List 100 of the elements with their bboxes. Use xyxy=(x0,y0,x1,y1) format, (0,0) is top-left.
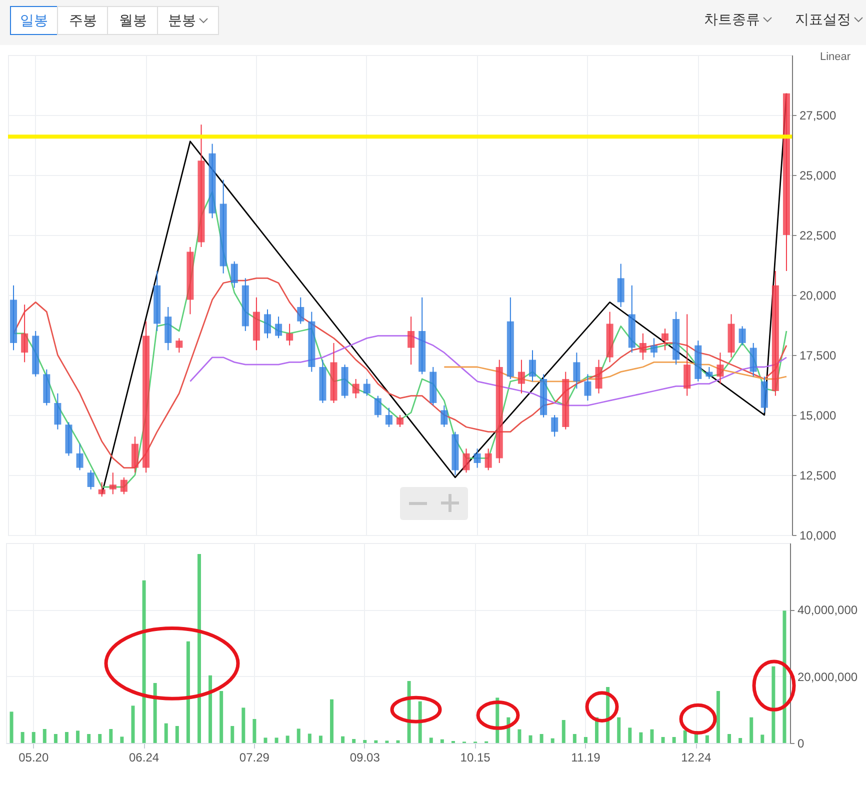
y-tick-label: 20,000,000 xyxy=(798,670,858,684)
x-tick-label: 11.19 xyxy=(571,750,601,764)
text: Linear xyxy=(820,51,851,63)
bar xyxy=(64,732,68,743)
bar xyxy=(242,708,246,743)
candlestick xyxy=(98,482,106,498)
candlestick xyxy=(264,308,271,339)
bar xyxy=(109,729,113,743)
candlestick xyxy=(385,407,392,428)
bar xyxy=(42,729,46,743)
bar xyxy=(175,726,179,743)
y-tick-label: 17,500 xyxy=(800,348,837,362)
bar xyxy=(164,723,168,743)
bar xyxy=(87,734,91,743)
bar xyxy=(230,726,234,743)
bar xyxy=(782,610,786,743)
candlestick xyxy=(529,350,536,382)
candlestick xyxy=(639,332,646,360)
candlestick xyxy=(352,378,360,399)
bar xyxy=(672,737,676,743)
text: 차트종류 xyxy=(704,11,760,29)
bar xyxy=(330,699,334,743)
text: 일봉 xyxy=(20,12,48,30)
bar xyxy=(120,736,124,743)
text: 분봉 xyxy=(168,12,196,30)
candlestick xyxy=(474,448,481,468)
bar xyxy=(10,712,14,743)
bar xyxy=(528,735,532,743)
candlestick xyxy=(716,352,724,384)
bar xyxy=(661,737,665,743)
bar xyxy=(186,641,190,743)
bar xyxy=(440,739,444,743)
bar xyxy=(98,734,102,743)
bar xyxy=(728,734,732,743)
bar xyxy=(341,736,345,743)
bar xyxy=(418,701,422,743)
y-tick-label: 27,500 xyxy=(800,108,837,122)
candlestick xyxy=(617,263,624,308)
bar xyxy=(396,740,400,743)
candlestick xyxy=(87,470,94,490)
candlestick xyxy=(518,359,525,394)
bar xyxy=(308,734,312,743)
bar xyxy=(540,734,544,743)
bar xyxy=(20,732,24,743)
y-tick-label: 0 xyxy=(798,736,804,750)
bar xyxy=(518,729,522,743)
candlestick xyxy=(584,374,592,402)
candlestick xyxy=(131,436,138,474)
bar xyxy=(738,738,742,743)
bar xyxy=(760,734,764,743)
candlestick xyxy=(573,352,580,390)
candlestick xyxy=(706,366,713,380)
candlestick xyxy=(374,395,382,418)
candlestick xyxy=(363,378,370,396)
bar xyxy=(429,738,433,743)
candlestick xyxy=(21,304,28,363)
x-tick-label: 07.29 xyxy=(239,750,270,764)
x-tick-label: 09.03 xyxy=(350,750,380,764)
bar xyxy=(274,738,278,743)
bar xyxy=(131,706,135,743)
candlestick xyxy=(440,404,448,428)
y-tick-label: 10,000 xyxy=(800,528,837,542)
candlestick xyxy=(297,296,304,324)
bar xyxy=(286,736,290,743)
bar xyxy=(153,683,157,743)
y-tick-label: 20,000 xyxy=(800,288,837,302)
x-tick-label: 12.24 xyxy=(681,750,712,764)
candlestick xyxy=(408,316,415,366)
text: 주봉 xyxy=(69,12,97,30)
bar xyxy=(142,580,146,743)
bar xyxy=(750,717,754,743)
candlestick xyxy=(286,323,294,346)
bar xyxy=(352,739,356,743)
bar xyxy=(363,740,367,743)
bar xyxy=(628,728,632,743)
candlestick xyxy=(595,359,602,394)
y-tick-label: 25,000 xyxy=(800,168,837,182)
candlestick xyxy=(176,338,183,354)
bar xyxy=(296,728,300,743)
bar xyxy=(650,729,654,743)
candlestick xyxy=(230,260,238,288)
candlestick xyxy=(396,414,404,428)
x-tick-label: 10.15 xyxy=(460,750,491,764)
bar xyxy=(220,691,224,743)
bar xyxy=(54,734,58,743)
x-tick-label: 06.24 xyxy=(129,750,160,764)
y-tick-label: 15,000 xyxy=(800,408,837,422)
candlestick xyxy=(76,443,84,471)
bar xyxy=(562,720,566,743)
bar xyxy=(197,554,201,743)
bar xyxy=(639,732,643,743)
y-tick-label: 40,000,000 xyxy=(798,603,858,618)
candlestick xyxy=(684,314,691,396)
candlestick xyxy=(750,342,757,378)
bar xyxy=(584,737,588,743)
bar xyxy=(76,730,80,743)
candlestick xyxy=(738,326,746,346)
bar xyxy=(374,740,378,743)
y-tick-label: 12,500 xyxy=(800,468,837,482)
candlestick xyxy=(551,414,558,438)
